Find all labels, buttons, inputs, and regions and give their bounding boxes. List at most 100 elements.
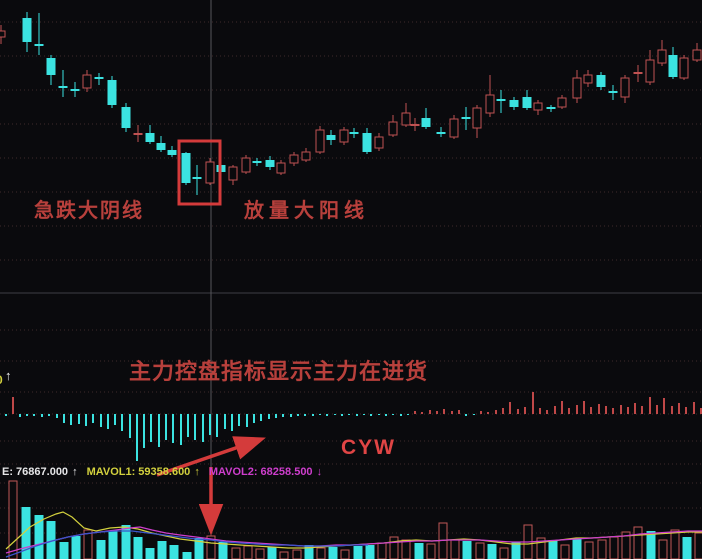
volume-bar-down [194,538,204,559]
volume-bar-down [572,538,582,559]
volume-bar-up [389,536,399,559]
candle-rising [583,70,593,87]
volume-bar-up [450,539,460,559]
volume-bar-up [377,542,387,559]
volume-bar-up [255,548,265,559]
candle-falling [349,128,359,138]
volume-bar-up [499,547,509,559]
candle-rising [449,115,459,139]
candle-falling [546,105,556,112]
volume-bar-down [414,543,424,559]
candle-rising [557,95,567,109]
volume-bar-down [267,547,277,559]
volume-bar-down [108,531,118,559]
candle-rising [645,50,655,85]
annotation-sharp-drop-yin-line: 急跌大阴线 [34,200,144,222]
volume-bar-up [609,536,619,559]
volume-bar-down [646,531,656,559]
candle-falling [107,76,117,108]
candle-falling [596,72,606,90]
mavol1-value: MAVOL1: 59358.600 ↑ [87,466,200,478]
volume-bar-down [682,537,692,559]
candle-falling [156,136,166,152]
volume-bar-up [694,532,702,559]
candle-falling [58,70,68,97]
volume-bar-down [96,540,106,559]
volume-bar-up [316,547,326,559]
candle-falling [668,47,678,79]
volume-bar-up [243,545,253,559]
candle-falling [461,107,471,130]
candle-falling [362,128,372,154]
volume-trend-up-icon: ↑ [72,466,78,478]
candle-rising [572,70,582,103]
volume-bar-down [304,545,314,559]
mavol2-trend-down-icon: ↓ [316,466,323,478]
candle-falling [34,13,44,55]
annotation-cyw-indicator-label: CYW [341,436,396,459]
candle-falling [145,125,155,144]
candle-falling [252,158,262,166]
volume-bar-up [426,543,436,559]
volume-bar-down [145,548,155,559]
volume-bar-up [597,539,607,559]
volume-bar-up [292,549,302,559]
mavol2-value: MAVOL2: 68258.500 ↓ [209,466,322,478]
volume-bar-down [182,552,192,559]
volume-bar-up [670,529,680,559]
volume-bar-up [206,535,216,559]
candle-rising [205,158,215,185]
volume-bar-up [83,529,93,559]
candle-rising [657,40,667,66]
mavol1-value-label: MAVOL1: 59358.600 [86,466,191,478]
candle-rising [692,43,702,62]
volume-bar-down [71,536,81,559]
candle-rising [679,55,689,80]
candle-falling [265,156,275,170]
candle-rising [533,100,543,115]
highlight-rectangle [177,139,222,206]
candle-falling [192,165,202,195]
candle-falling [94,73,104,85]
candle-falling [496,90,506,113]
volume-bar-down [157,541,167,559]
volume-bar-down [133,537,143,559]
candle-rising [228,165,238,185]
candle-rising [485,75,495,117]
candle-rising [82,70,92,92]
volume-bar-down [548,540,558,559]
candle-falling [46,55,56,85]
candle-falling [326,130,336,145]
candle-rising [410,118,420,131]
candle-rising [133,125,143,142]
candle-rising [315,126,325,154]
mavol1-trend-up-icon: ↑ [194,466,200,478]
volume-bar-down [462,541,472,559]
candle-rising [401,103,411,127]
volume-bar-up [231,547,241,559]
indicator-left-clipped-value: 0 [0,374,3,386]
candle-falling [121,103,131,132]
volume-bar-down [487,544,497,559]
volume-status-bar: E: 76867.000 ↑ MAVOL1: 59358.600 ↑ MAVOL… [2,466,322,478]
volume-bar-up [584,541,594,559]
candle-rising [276,160,286,175]
volume-bar-up [340,549,350,559]
volume-bar-down [218,542,228,559]
arrow-pointing-up-right [156,436,266,477]
candle-falling [608,85,618,100]
volume-bar-down [59,542,69,559]
volume-bar-up [560,544,570,559]
volume-bar-down [21,507,31,559]
candle-falling [70,82,80,97]
volume-value-label: E: 76867.000 [2,466,69,478]
candle-rising [0,25,6,44]
volume-bar-down [353,546,363,559]
candle-rising [472,105,482,138]
indicator-up-arrow-icon: ↑ [5,368,12,383]
volume-bar-down [46,521,56,559]
candle-falling [436,127,446,137]
candle-rising [620,75,630,103]
candle-falling [167,146,177,157]
